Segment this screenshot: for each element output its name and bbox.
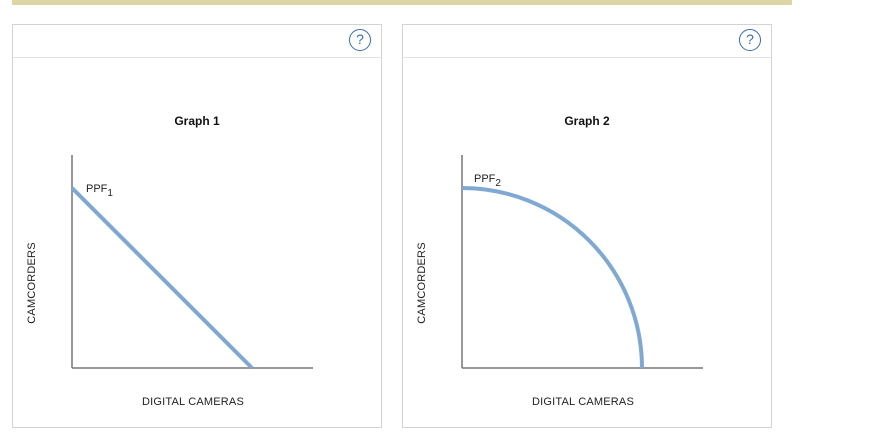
ppf-curve[interactable] <box>70 186 254 370</box>
y-axis-label: CAMCORDERS <box>416 242 428 323</box>
graph-panel-1: ? Graph 1 PPF1 DIGITAL CAMERAS CAMCORDER… <box>12 24 382 428</box>
graph-2-plot: Graph 2 PPF2 DIGITAL CAMERAS CAMCORDERS <box>416 114 703 408</box>
top-accent-rule <box>12 0 792 5</box>
x-axis-label: DIGITAL CAMERAS <box>532 396 634 408</box>
y-axis-label: CAMCORDERS <box>26 242 38 323</box>
x-axis-label: DIGITAL CAMERAS <box>142 396 244 408</box>
panel-header: ? <box>13 25 381 58</box>
graph-title: Graph 1 <box>174 114 220 128</box>
ppf-curve[interactable] <box>461 186 644 369</box>
ppf-label: PPF1 <box>86 183 113 199</box>
help-icon[interactable]: ? <box>349 29 371 51</box>
panel-header: ? <box>403 25 771 58</box>
graph-1-plot: Graph 1 PPF1 DIGITAL CAMERAS CAMCORDERS <box>26 114 313 408</box>
graph-panel-2: ? Graph 2 PPF2 DIGITAL CAMERAS CAMCORDER… <box>402 24 772 428</box>
help-icon[interactable]: ? <box>739 29 761 51</box>
graph-title: Graph 2 <box>564 114 610 128</box>
ppf-label: PPF2 <box>474 173 501 189</box>
